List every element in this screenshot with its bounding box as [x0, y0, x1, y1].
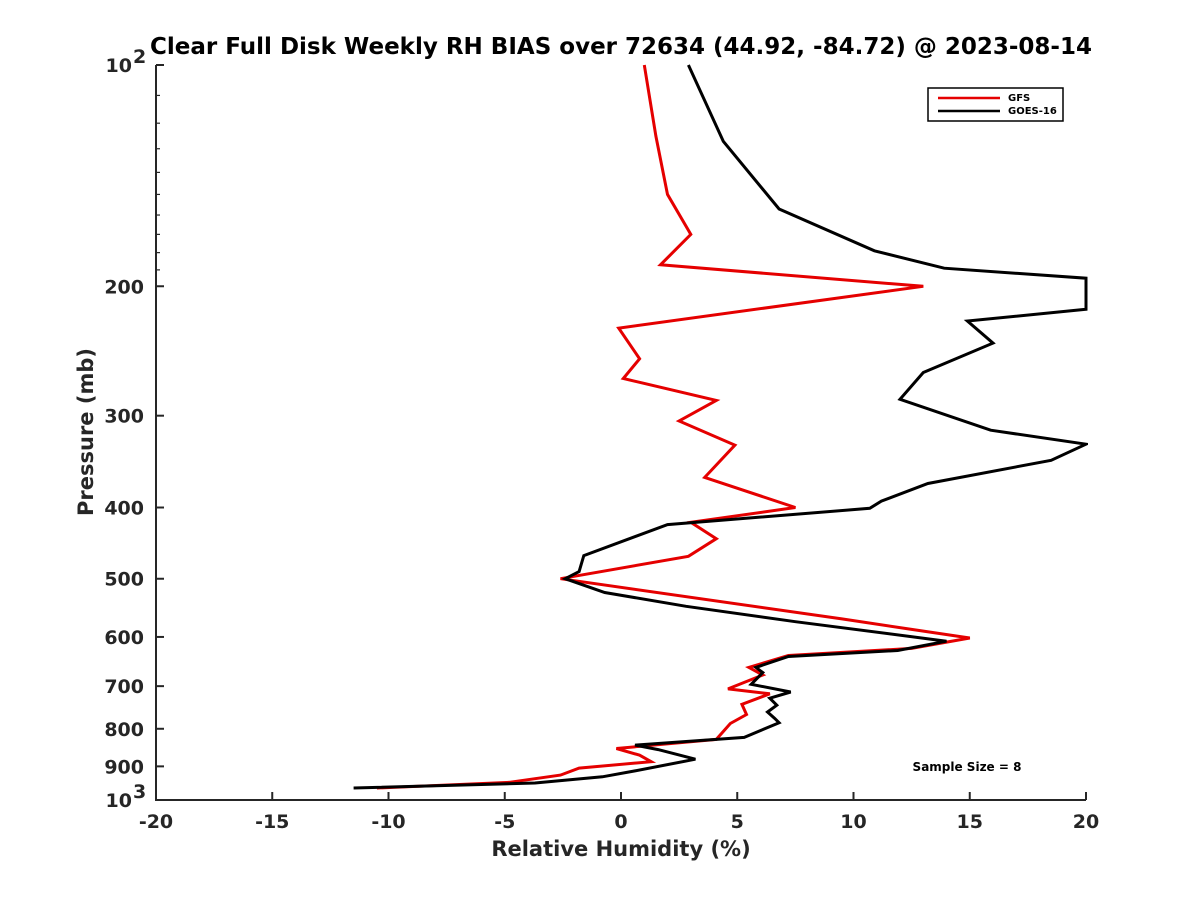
x-axis-label: Relative Humidity (%): [491, 837, 750, 861]
y-tick-label: 300: [104, 406, 144, 428]
x-tick-label: 5: [731, 811, 744, 833]
y-tick-label: 800: [104, 719, 144, 741]
chart-title: Clear Full Disk Weekly RH BIAS over 7263…: [150, 34, 1092, 60]
y-tick-label: 700: [104, 676, 144, 698]
x-tick-label: 15: [957, 811, 983, 833]
x-tick-label: 0: [614, 811, 627, 833]
x-tick-label: 10: [840, 811, 866, 833]
legend-label-gfs: GFS: [1008, 93, 1030, 104]
y-tick-label: 900: [104, 756, 144, 778]
legend-box: [927, 87, 1064, 122]
y-tick-label: 200: [104, 276, 144, 298]
x-tick-label: -15: [255, 811, 289, 833]
y-tick-label-top: 10: [106, 55, 132, 77]
series-line-goes16: [353, 64, 1088, 790]
sample-size-annotation: Sample Size = 8: [913, 760, 1022, 774]
x-tick-label: -5: [494, 811, 515, 833]
y-tick-label: 400: [104, 498, 144, 520]
x-tick-label: -10: [371, 811, 405, 833]
y-tick-label: 600: [104, 627, 144, 649]
y-tick-label: 500: [104, 569, 144, 591]
y-tick-label-bottom: 10: [106, 790, 132, 812]
y-tick-exponent-top: 2: [133, 46, 146, 68]
legend-label-goes16: GOES-16: [1008, 106, 1057, 117]
y-axis-label: Pressure (mb): [74, 348, 98, 516]
legend: GFS GOES-16: [927, 87, 1064, 122]
plot-axes: [155, 65, 1086, 801]
x-tick-label: 20: [1073, 811, 1099, 833]
y-tick-exponent-bottom: 3: [133, 781, 146, 803]
series-line-gfs: [376, 64, 971, 790]
x-tick-label: -20: [139, 811, 173, 833]
